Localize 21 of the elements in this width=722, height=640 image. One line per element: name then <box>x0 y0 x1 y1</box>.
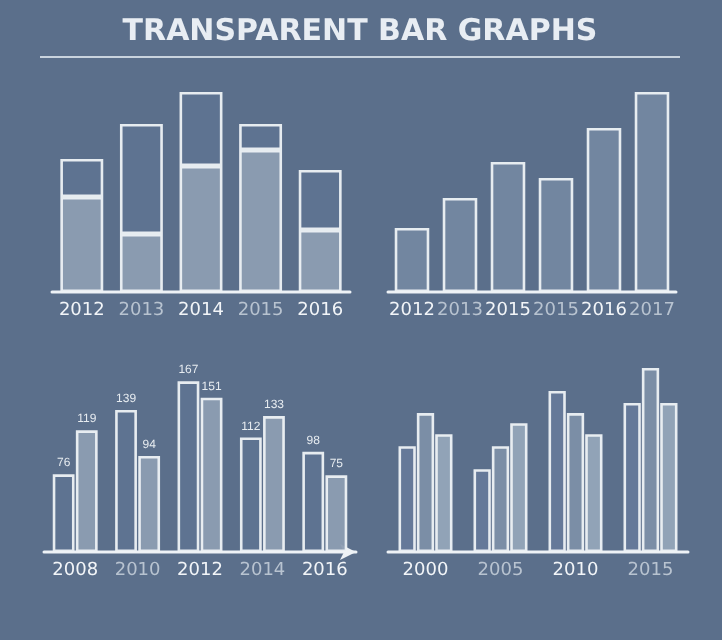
x-tick-label: 2015 <box>485 301 531 321</box>
x-tick-label: 2010 <box>114 561 162 581</box>
x-tick-label: 2010 <box>552 561 599 581</box>
x-tick-label: 2015 <box>237 301 284 321</box>
x-tick-label: 2016 <box>301 561 349 581</box>
x-tick-label: 2014 <box>239 561 286 581</box>
x-tick-label: 2012 <box>58 301 105 321</box>
x-tick-label: 2000 <box>402 561 449 581</box>
x-tick-label: 2005 <box>477 561 524 581</box>
chart-title: TRANSPARENT BAR GRAPHS <box>40 12 680 58</box>
x-tick-label: 2013 <box>118 301 165 321</box>
x-tick-label: 2016 <box>581 301 628 321</box>
x-tick-label: 2008 <box>52 561 99 581</box>
x-tick-label: 2015 <box>627 561 674 581</box>
x-tick-label: 2017 <box>629 301 675 321</box>
x-tick-label: 2013 <box>437 301 483 321</box>
x-tick-label: 2015 <box>533 301 579 321</box>
x-tick-label: 2016 <box>297 301 344 321</box>
x-tick-label: 2014 <box>178 301 225 321</box>
x-tick-label: 2012 <box>389 301 435 321</box>
x-tick-label: 2012 <box>177 561 223 581</box>
